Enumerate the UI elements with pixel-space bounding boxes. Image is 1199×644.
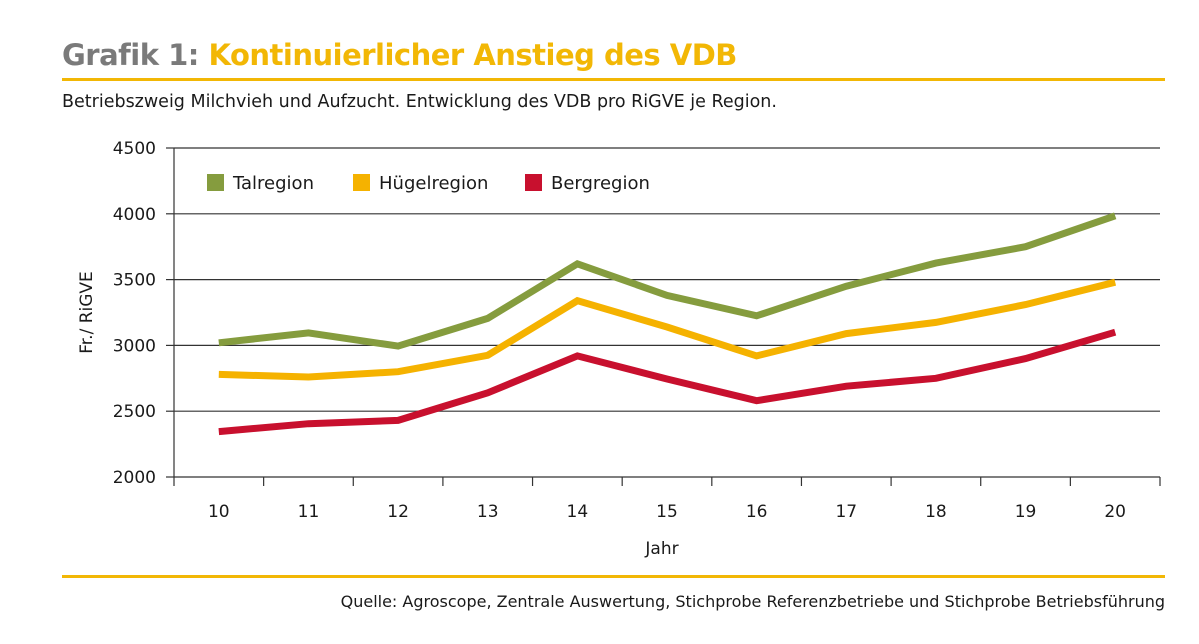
legend-swatch	[207, 174, 224, 191]
x-tick-label: 14	[567, 502, 589, 522]
top-divider	[62, 78, 1165, 81]
x-tick-label: 19	[1015, 502, 1037, 522]
y-tick-label: 3000	[113, 336, 156, 356]
chart-heading: Grafik 1: Kontinuierlicher Anstieg des V…	[62, 38, 737, 72]
x-tick-label: 17	[835, 502, 857, 522]
gridlines	[174, 147, 1160, 412]
legend-swatch	[525, 174, 542, 191]
legend-label: Hügelregion	[379, 173, 488, 194]
chart-subtitle: Betriebszweig Milchvieh und Aufzucht. En…	[62, 92, 777, 112]
y-tick-label: 2500	[113, 402, 156, 422]
y-axis-title: Fr./ RiGVE	[77, 271, 97, 354]
x-tick-label: 20	[1104, 502, 1126, 522]
x-tick-label: 11	[298, 502, 320, 522]
bottom-divider	[62, 575, 1165, 578]
x-tick-label: 18	[925, 502, 947, 522]
legend-label: Bergregion	[551, 173, 650, 194]
source-note: Quelle: Agroscope, Zentrale Auswertung, …	[340, 592, 1165, 611]
legend-swatch	[353, 174, 370, 191]
legend-label: Talregion	[232, 173, 314, 194]
y-tick-label: 3500	[113, 271, 156, 291]
x-tick-label: 15	[656, 502, 678, 522]
x-tick-label: 12	[387, 502, 409, 522]
series-line-h-gelregion	[218, 278, 1117, 381]
y-tick-label: 4500	[113, 139, 156, 159]
y-tick-label: 4000	[113, 205, 156, 225]
series-line-bergregion	[218, 328, 1117, 436]
x-tick-label: 10	[208, 502, 230, 522]
x-tick-label: 16	[746, 502, 768, 522]
series-lines	[218, 212, 1117, 436]
chart-title: Kontinuierlicher Anstieg des VDB	[208, 38, 738, 72]
legend: Talregion Hügelregion Bergregion	[207, 173, 650, 194]
axes: 2000 2500 3000 3500 4000 4500 10 11 12 13 14 15 16 17…	[77, 139, 1161, 559]
x-axis-title: Jahr	[644, 539, 678, 559]
series-line-talregion	[218, 212, 1117, 350]
y-tick-label: 2000	[113, 468, 156, 488]
x-tick-label: 13	[477, 502, 499, 522]
chart-number: Grafik 1:	[62, 38, 199, 72]
